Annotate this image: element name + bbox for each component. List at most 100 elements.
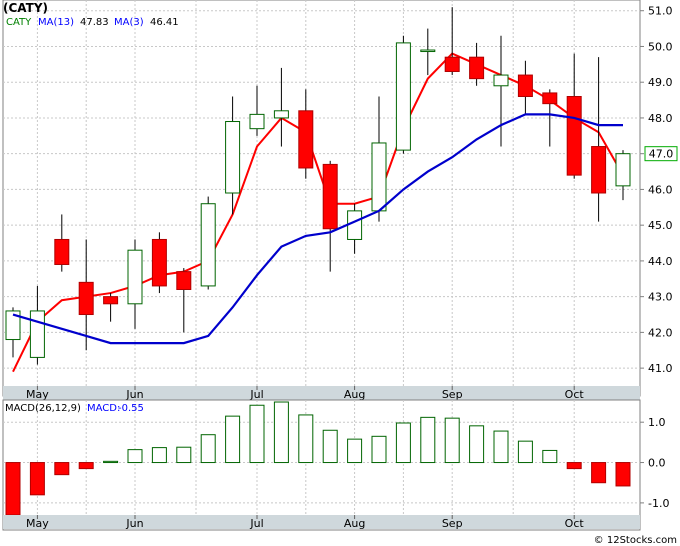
price-month-strip (3, 386, 640, 400)
macd-bar (249, 404, 265, 464)
macd-month-strip (3, 515, 640, 529)
candle-body (444, 56, 460, 72)
macd-bar (200, 434, 216, 464)
macd-bar (127, 449, 143, 464)
macd-bar (273, 401, 289, 464)
candle (54, 214, 70, 272)
macd-month-label: Jul (249, 517, 263, 530)
macd-bar (444, 417, 460, 464)
macd-bar (298, 414, 314, 464)
candle-body (517, 74, 533, 98)
candle-body (298, 110, 314, 169)
candlestick-series (5, 7, 631, 365)
candle (444, 7, 460, 76)
macd-bar (151, 447, 167, 464)
candle (127, 239, 143, 329)
price-y-axis: 41.0 42.0 43.0 44.0 45.0 46.0 47.0 48.0 49.0 50.0… (640, 5, 673, 375)
candle-body (469, 56, 485, 80)
macd-bar (420, 416, 436, 464)
candle-body (29, 310, 45, 358)
macd-month-label: Oct (565, 517, 585, 530)
candle-body (151, 238, 167, 287)
price-month-label: Sep (442, 388, 463, 401)
candle-body (493, 74, 509, 87)
copyright: © 12Stocks.com (594, 535, 677, 546)
legend-ma13-value: 47.83 (80, 17, 109, 28)
legend-ma3-value: 46.41 (150, 17, 179, 28)
macd-month-label: Sep (442, 517, 463, 530)
price-month-label: May (26, 388, 49, 401)
macd-histogram (5, 401, 631, 516)
last-price-label: 47.0 (649, 148, 674, 161)
macd-bar (225, 415, 241, 464)
candle (249, 85, 265, 136)
price-y-tick-label: 41.0 (648, 362, 673, 375)
price-y-tick-label: 45.0 (648, 219, 673, 232)
candle-body (322, 163, 338, 230)
price-month-label: Jul (249, 388, 263, 401)
candle (615, 150, 631, 201)
macd-bar (5, 462, 21, 516)
price-month-label: Aug (344, 388, 365, 401)
candle-body (347, 210, 363, 240)
candle (469, 42, 485, 86)
candle (273, 67, 289, 147)
price-y-tick-label: 51.0 (648, 5, 673, 18)
macd-y-axis: -1.0 0.0 1.0 (640, 416, 669, 510)
candle-body (5, 310, 21, 341)
macd-bar (469, 425, 485, 464)
macd-bar (371, 435, 387, 464)
chart-title: (CATY) (3, 1, 48, 15)
candle-body (176, 271, 192, 291)
macd-x-axis: May Jun Jul Aug Sep Oct (26, 515, 584, 530)
legend-ma13-label: MA(13) (38, 17, 74, 28)
price-panel: 41.0 42.0 43.0 44.0 45.0 46.0 47.0 48.0 49.0 50.0… (2, 0, 678, 401)
price-y-tick-label: 46.0 (648, 183, 673, 196)
candle (151, 232, 167, 294)
macd-bar (322, 429, 338, 464)
candle-body (420, 49, 436, 53)
candle-body (273, 110, 289, 119)
macd-bar (347, 438, 363, 464)
macd-bar (542, 449, 558, 464)
legend-ma3-label: MA(3) (114, 17, 144, 28)
last-price-marker: 47.0 (644, 146, 678, 162)
macd-y-tick-label: 0.0 (648, 457, 666, 470)
macd-bar (78, 462, 94, 470)
price-y-tick-label: 49.0 (648, 76, 673, 89)
ma13-line (12, 113, 623, 345)
price-y-tick-label: 44.0 (648, 255, 673, 268)
macd-month-label: Aug (344, 517, 365, 530)
macd-bar (591, 462, 607, 484)
ma13-series (12, 113, 623, 345)
legend-ticker: CATY (6, 17, 32, 28)
macd-plot-border (2, 399, 641, 531)
candle (493, 35, 509, 147)
macd-bar (493, 430, 509, 464)
candle-body (566, 96, 582, 176)
candle (420, 28, 436, 76)
macd-bar (176, 446, 192, 464)
candle (591, 57, 607, 222)
price-grid (3, 0, 640, 386)
candle (517, 60, 533, 115)
candle (322, 160, 338, 272)
candle (78, 239, 94, 351)
macd-bar (566, 462, 582, 470)
candle-body (371, 142, 387, 212)
macd-bar (615, 462, 631, 487)
candle-body (78, 281, 94, 316)
macd-value-label: MACD: (87, 403, 120, 414)
price-x-axis: May Jun Jul Aug Sep Oct (26, 386, 584, 401)
candle-body (615, 153, 631, 187)
candle-body (591, 146, 607, 194)
candle (200, 196, 216, 290)
candle (176, 268, 192, 333)
macd-bar (103, 460, 119, 464)
macd-bar (54, 462, 70, 476)
candle-body (54, 238, 70, 265)
candle-body (103, 296, 119, 305)
candle (542, 89, 558, 147)
macd-y-tick-label: -1.0 (648, 497, 669, 510)
